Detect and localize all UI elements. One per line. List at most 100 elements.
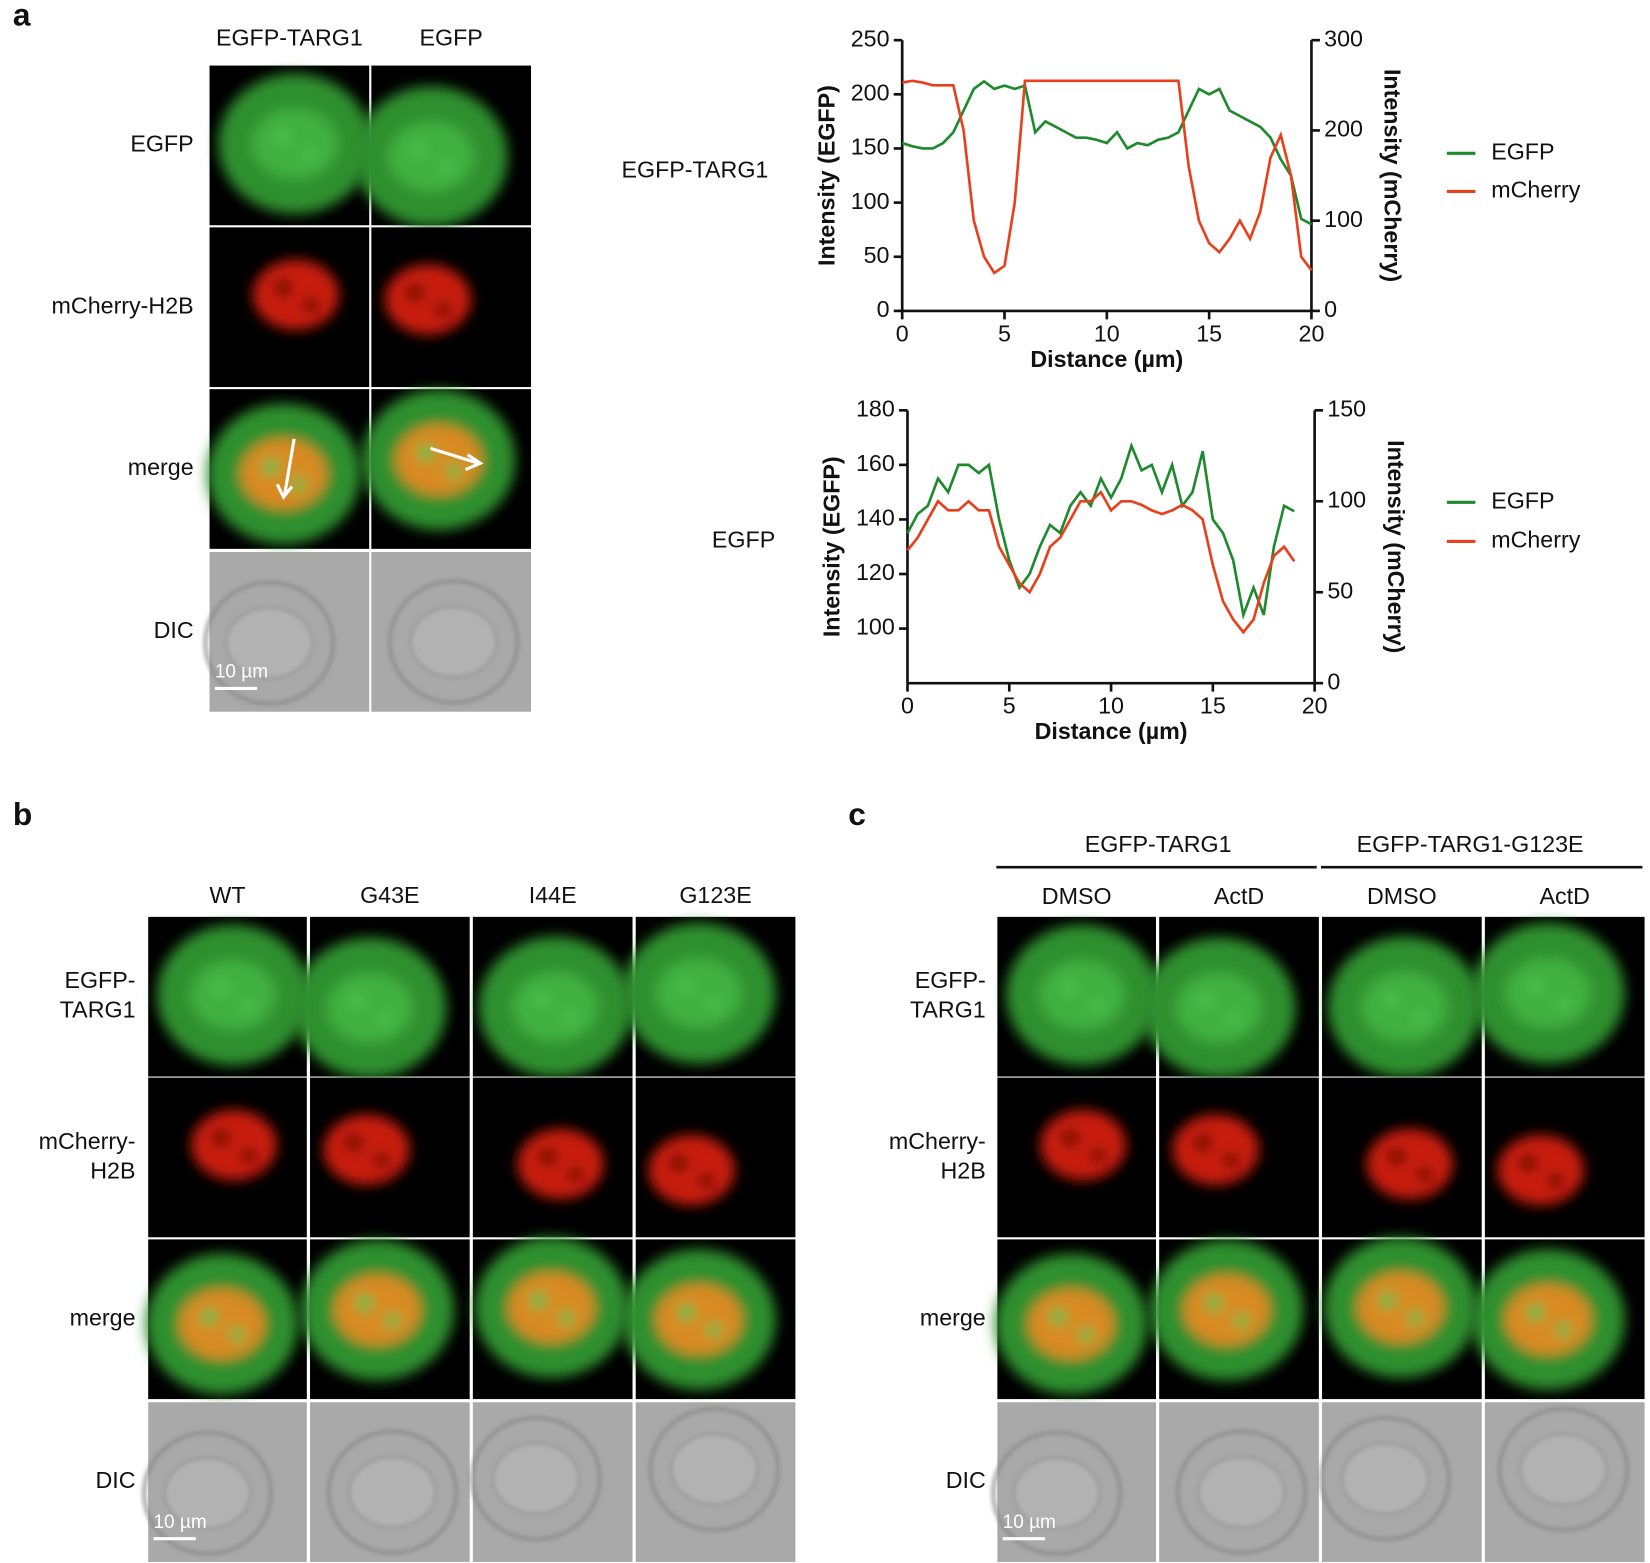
micrograph (1471, 916, 1645, 1077)
dic-nucleus (163, 1457, 252, 1530)
cell (517, 1128, 604, 1200)
nucleolus (273, 128, 291, 146)
nucleolus (677, 977, 695, 995)
nucleolus (240, 998, 256, 1013)
micrograph (293, 916, 470, 1079)
nucleolus (241, 1148, 257, 1164)
scale-bar-label: 10 µm (1003, 1512, 1056, 1533)
micrograph (209, 227, 370, 388)
cell (384, 264, 471, 335)
dic-cell (142, 1430, 273, 1556)
nucleus (1497, 1134, 1584, 1206)
micrograph (997, 916, 1159, 1077)
micrograph (472, 916, 633, 1078)
data-line (901, 79, 1313, 275)
column-header: I44E (529, 882, 577, 908)
micrograph (622, 916, 796, 1077)
cell (354, 86, 508, 227)
row-label: TARG1 (60, 997, 136, 1023)
cell (218, 73, 372, 215)
micrograph (470, 1402, 633, 1562)
nucleolus (1388, 1148, 1406, 1166)
x-tick-label: 5 (1003, 693, 1016, 719)
nucleus (251, 108, 338, 179)
micrograph (1484, 1077, 1645, 1238)
nucleolus (355, 1294, 373, 1312)
cell (1366, 1128, 1453, 1200)
chart-row-label: EGFP-TARG1 (622, 156, 769, 182)
micrograph (1484, 1402, 1645, 1562)
nucleolus (1089, 998, 1105, 1013)
nucleus (1039, 959, 1125, 1031)
nucleolus (1234, 1313, 1250, 1329)
y2-tick-label: 150 (1327, 395, 1366, 421)
y2-tick-label: 200 (1324, 116, 1363, 142)
dic-nucleus (491, 1442, 581, 1515)
nucleolus (1382, 991, 1400, 1009)
nucleolus (677, 1304, 695, 1321)
nucleus (1366, 1128, 1453, 1200)
nucleolus (435, 302, 451, 318)
cell (1005, 924, 1159, 1066)
nucleolus (291, 476, 307, 492)
nucleus (1040, 1109, 1127, 1181)
cell (1149, 1239, 1304, 1381)
nucleolus (1223, 1152, 1239, 1168)
micrograph (472, 1077, 633, 1238)
y-axis-label: Intensity (EGFP) (819, 456, 845, 637)
micrograph (622, 1239, 796, 1400)
cell (1471, 1249, 1625, 1390)
cell (206, 403, 361, 545)
nucleolus (1379, 1292, 1396, 1309)
column-header: WT (209, 882, 245, 908)
micrograph (362, 389, 532, 549)
y2-tick-label: 100 (1327, 486, 1366, 512)
row-label: EGFP- (915, 967, 986, 993)
nucleolus (200, 1308, 218, 1326)
nucleus (517, 1128, 604, 1200)
cell (300, 1239, 455, 1381)
row-label: H2B (941, 1157, 986, 1183)
x-tick-label: 15 (1196, 320, 1222, 346)
nucleolus (1412, 1009, 1427, 1025)
nucleolus (385, 1313, 400, 1329)
row-label: mCherry- (889, 1128, 986, 1154)
cell (1040, 1109, 1127, 1181)
cell (1497, 1134, 1584, 1206)
micrograph (1471, 1239, 1645, 1400)
row-label: mCherry-H2B (52, 292, 194, 318)
nucleolus (374, 1152, 390, 1168)
micrograph (635, 1402, 796, 1562)
nucleolus (1526, 1304, 1544, 1321)
dic-cell (1497, 1407, 1629, 1532)
nucleolus (1408, 1310, 1423, 1326)
nucleolus (348, 992, 366, 1010)
nucleolus (1205, 1294, 1223, 1312)
panel-label: c (848, 796, 866, 832)
nucleolus (1061, 1129, 1079, 1147)
nucleus (1172, 1114, 1259, 1185)
nucleus (387, 121, 475, 192)
nucleus (1175, 972, 1263, 1043)
dic-cell (470, 1416, 602, 1541)
nucleolus (1555, 1322, 1571, 1338)
y-tick-label: 140 (856, 505, 895, 531)
nucleus (1183, 1274, 1270, 1346)
data-line (906, 490, 1296, 635)
cell (994, 1253, 1148, 1395)
nucleolus (1194, 1134, 1212, 1152)
cell (1172, 1114, 1259, 1185)
micrograph (354, 65, 532, 227)
nucleolus (1526, 977, 1544, 995)
column-header: DMSO (1042, 883, 1112, 909)
nucleus (191, 1109, 277, 1181)
x-tick-label: 20 (1302, 693, 1328, 719)
dic-cell (991, 1430, 1122, 1556)
y-tick-label: 160 (856, 450, 895, 476)
cell (1327, 936, 1482, 1078)
nucleus (1028, 1288, 1114, 1360)
micrograph (635, 1077, 796, 1238)
group-header: EGFP-TARG1 (1085, 831, 1232, 857)
nucleolus (568, 1167, 583, 1182)
micrograph (142, 1402, 307, 1562)
